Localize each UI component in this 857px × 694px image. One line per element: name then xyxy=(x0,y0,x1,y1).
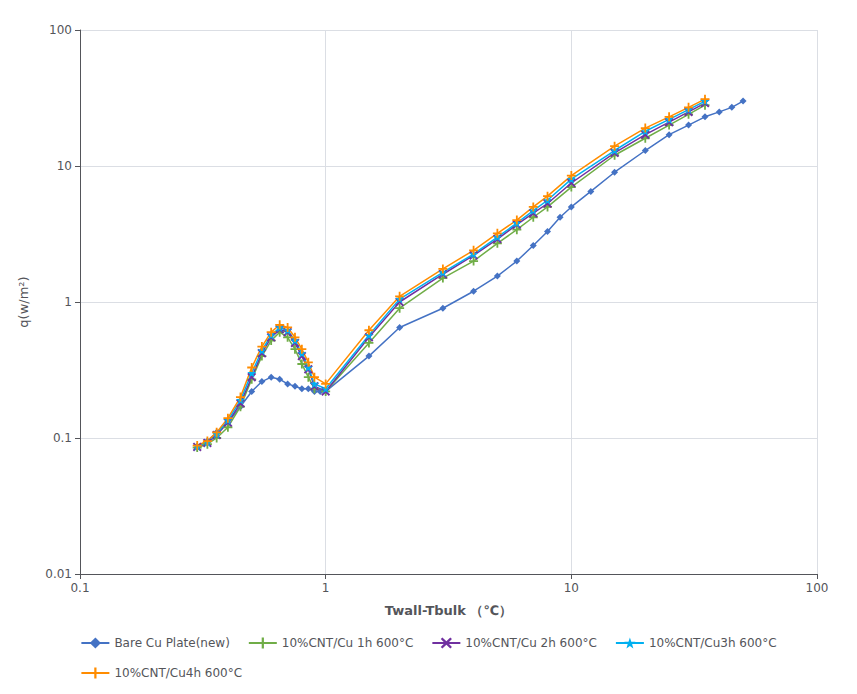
svg-text:100: 100 xyxy=(806,581,829,595)
svg-text:Bare Cu Plate(new): Bare Cu Plate(new) xyxy=(114,636,229,650)
svg-text:10%CNT/Cu4h 600°C: 10%CNT/Cu4h 600°C xyxy=(114,666,242,680)
svg-text:q(w/m²): q(w/m²) xyxy=(16,276,31,327)
svg-text:10: 10 xyxy=(564,581,579,595)
svg-text:0.1: 0.1 xyxy=(70,581,89,595)
svg-text:1: 1 xyxy=(322,581,330,595)
svg-text:Twall-Tbulk （℃）: Twall-Tbulk （℃） xyxy=(385,603,512,618)
svg-text:10%CNT/Cu 2h 600°C: 10%CNT/Cu 2h 600°C xyxy=(465,636,597,650)
svg-text:10%CNT/Cu 1h 600°C: 10%CNT/Cu 1h 600°C xyxy=(282,636,414,650)
svg-text:0.1: 0.1 xyxy=(53,431,72,445)
svg-text:0.01: 0.01 xyxy=(45,567,72,581)
svg-text:100: 100 xyxy=(49,23,72,37)
svg-text:10%CNT/Cu3h 600°C: 10%CNT/Cu3h 600°C xyxy=(649,636,777,650)
svg-text:10: 10 xyxy=(57,159,72,173)
svg-text:1: 1 xyxy=(64,295,72,309)
